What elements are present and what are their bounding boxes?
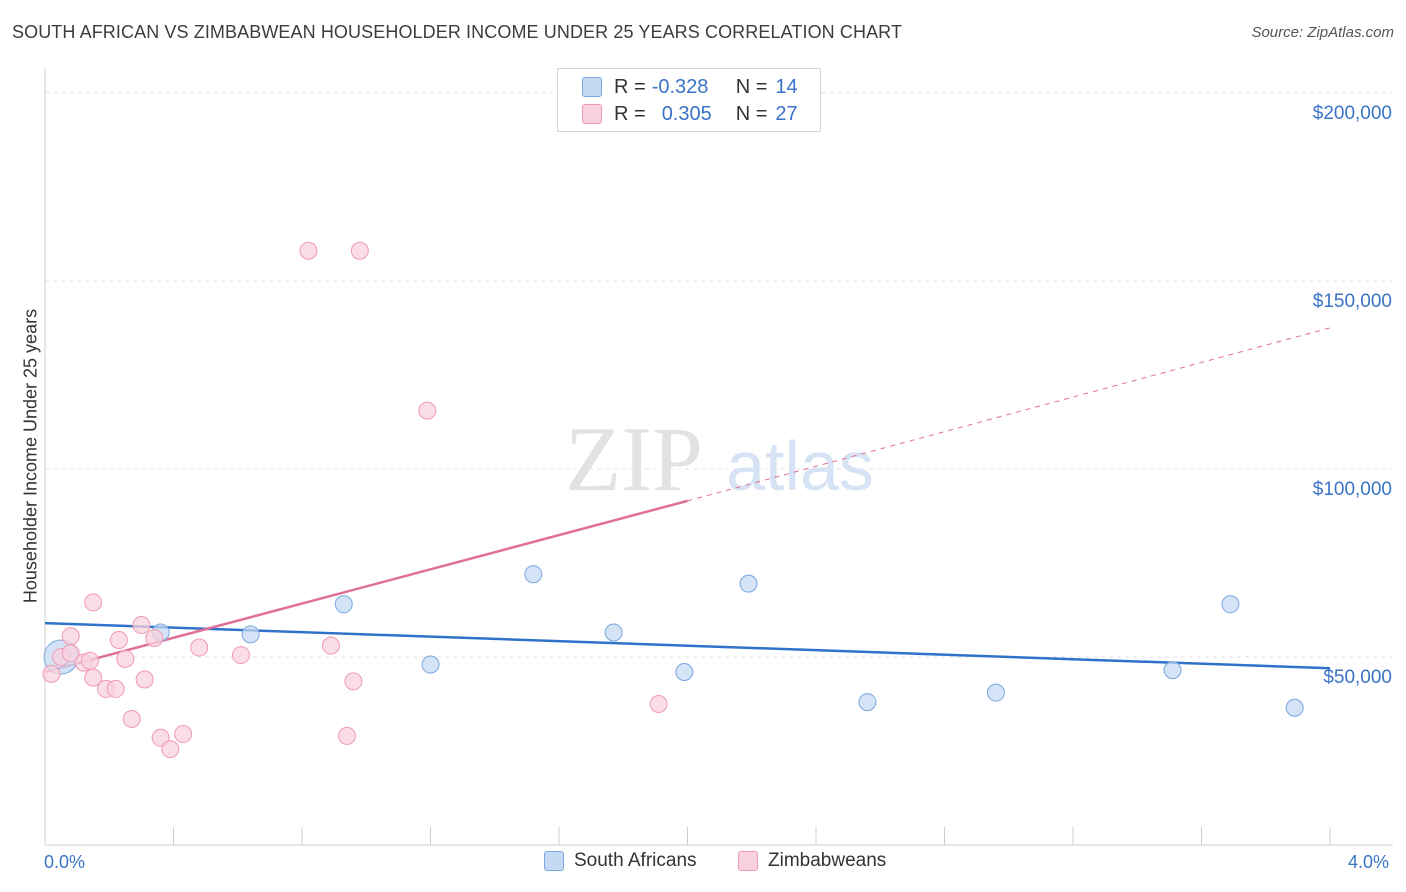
point-south-africans: [421, 655, 440, 674]
point-zimbabweans: [109, 631, 128, 650]
point-zimbabweans: [116, 649, 135, 668]
point-south-africans: [739, 574, 758, 593]
legend-n-value: 14: [775, 75, 798, 98]
legend-row-zimbabweans: R = 0.305 N = 27: [582, 101, 798, 127]
trend-line-south-africans: [44, 621, 1331, 670]
trend-line-zimbabweans: [44, 499, 688, 674]
point-south-africans: [986, 683, 1005, 702]
bottom-legend-south-africans: South Africans: [544, 850, 697, 872]
point-south-africans: [675, 662, 694, 681]
point-south-africans: [334, 595, 353, 614]
point-south-africans: [604, 623, 623, 642]
point-zimbabweans: [132, 615, 151, 634]
swatch-zimbabweans: [582, 104, 602, 124]
y-tick-label: $50,000: [1323, 667, 1392, 688]
point-south-africans: [241, 625, 260, 644]
watermark-atlas: atlas: [726, 427, 874, 505]
legend-r-label: R =: [614, 75, 646, 98]
legend-label-south-africans: South Africans: [574, 850, 697, 871]
legend-row-south-africans: R = -0.328 N = 14: [582, 74, 798, 100]
swatch-zimbabweans: [738, 851, 758, 871]
point-zimbabweans: [122, 710, 141, 729]
point-zimbabweans: [344, 672, 363, 691]
swatch-south-africans: [582, 77, 602, 97]
point-zimbabweans: [174, 725, 193, 744]
point-zimbabweans: [649, 694, 668, 713]
point-south-africans: [524, 565, 543, 584]
point-zimbabweans: [80, 651, 99, 670]
point-zimbabweans: [190, 638, 209, 657]
point-zimbabweans: [321, 636, 340, 655]
point-south-africans: [1285, 698, 1304, 717]
legend-r-value: 0.305: [661, 102, 712, 125]
y-tick-label: $200,000: [1313, 103, 1392, 124]
legend-n-label: N =: [735, 75, 768, 98]
chart-title: SOUTH AFRICAN VS ZIMBABWEAN HOUSEHOLDER …: [12, 22, 903, 42]
y-axis-label: Householder Income Under 25 years: [20, 308, 41, 604]
point-zimbabweans: [418, 401, 437, 420]
watermark-zip: ZIP: [565, 408, 703, 510]
point-zimbabweans: [84, 668, 103, 687]
point-south-africans: [1221, 595, 1240, 614]
x-tick-label-min: 0.0%: [44, 852, 86, 872]
y-tick-label: $150,000: [1313, 291, 1392, 312]
source-label: Source: ZipAtlas.com: [1251, 24, 1394, 41]
x-tick-label-max: 4.0%: [1348, 852, 1390, 872]
trend-line-zimbabweans-projection: [687, 327, 1331, 502]
point-zimbabweans: [135, 670, 154, 689]
legend-r-label: R =: [614, 102, 646, 125]
legend-n-label: N =: [735, 102, 768, 125]
legend-r-value: -0.328: [651, 75, 709, 98]
point-zimbabweans: [161, 740, 180, 759]
legend-label-zimbabweans: Zimbabweans: [768, 850, 887, 871]
point-zimbabweans: [337, 726, 356, 745]
swatch-south-africans: [544, 851, 564, 871]
point-zimbabweans: [145, 629, 164, 648]
point-south-africans: [1163, 661, 1182, 680]
point-zimbabweans: [61, 627, 80, 646]
legend-n-value: 27: [775, 102, 798, 125]
stats-legend: R = -0.328 N = 14 R = 0.305 N = 27: [557, 68, 821, 132]
bottom-legend-zimbabweans: Zimbabweans: [738, 850, 886, 872]
point-zimbabweans: [350, 241, 369, 260]
point-zimbabweans: [42, 664, 61, 683]
point-zimbabweans: [84, 593, 103, 612]
point-zimbabweans: [299, 241, 318, 260]
point-zimbabweans: [231, 646, 250, 665]
point-zimbabweans: [106, 679, 125, 698]
point-south-africans: [858, 693, 877, 712]
y-tick-label: $100,000: [1313, 479, 1392, 500]
